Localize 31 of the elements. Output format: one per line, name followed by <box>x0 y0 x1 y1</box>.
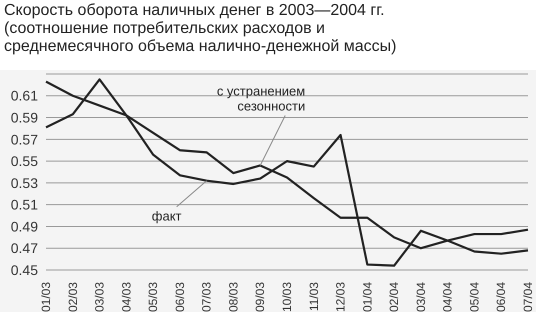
x-tick-label: 03/03 <box>92 282 107 312</box>
x-tick-label: 05/03 <box>146 282 160 312</box>
x-tick-label: 02/04 <box>387 282 402 312</box>
x-tick-label: 01/04 <box>360 282 374 312</box>
annotation: факт <box>152 208 182 224</box>
x-tick-label: 05/04 <box>467 282 482 312</box>
x-tick-label: 02/03 <box>66 282 80 312</box>
y-tick-label: 0.59 <box>10 110 38 126</box>
x-tick-label: 10/03 <box>280 282 294 312</box>
y-tick-label: 0.45 <box>10 262 38 278</box>
x-tick-label: 07/03 <box>200 282 214 312</box>
y-tick-label: 0.49 <box>10 218 38 234</box>
x-tick-label: 01/03 <box>39 282 53 312</box>
y-tick-label: 0.55 <box>10 153 38 170</box>
x-tick-label: 03/04 <box>414 282 428 312</box>
x-tick-label: 12/03 <box>334 282 348 312</box>
y-tick-label: 0.53 <box>10 174 38 191</box>
x-tick-label: 06/04 <box>494 282 508 312</box>
x-tick-label: 11/03 <box>306 282 321 312</box>
x-tick-label: 04/03 <box>119 282 134 312</box>
x-tick-label: 06/03 <box>172 282 187 312</box>
x-tick-label: 04/04 <box>440 282 455 312</box>
annotation: с устранением сезонности <box>216 83 306 114</box>
y-tick-label: 0.57 <box>10 131 38 148</box>
x-tick-label: 08/03 <box>226 282 240 312</box>
y-tick-label: 0.51 <box>10 196 38 213</box>
y-tick-label: 0.47 <box>10 240 38 256</box>
y-tick-label: 0.61 <box>10 88 38 104</box>
chart-title: Скорость оборота наличных денег в 2003—2004 гг. (соотношение потребительских расходов и среднемесячного объема налично-денежной массы) <box>3 1 398 57</box>
x-tick-label: 09/03 <box>253 282 268 312</box>
x-tick-label: 07/04 <box>521 282 535 312</box>
